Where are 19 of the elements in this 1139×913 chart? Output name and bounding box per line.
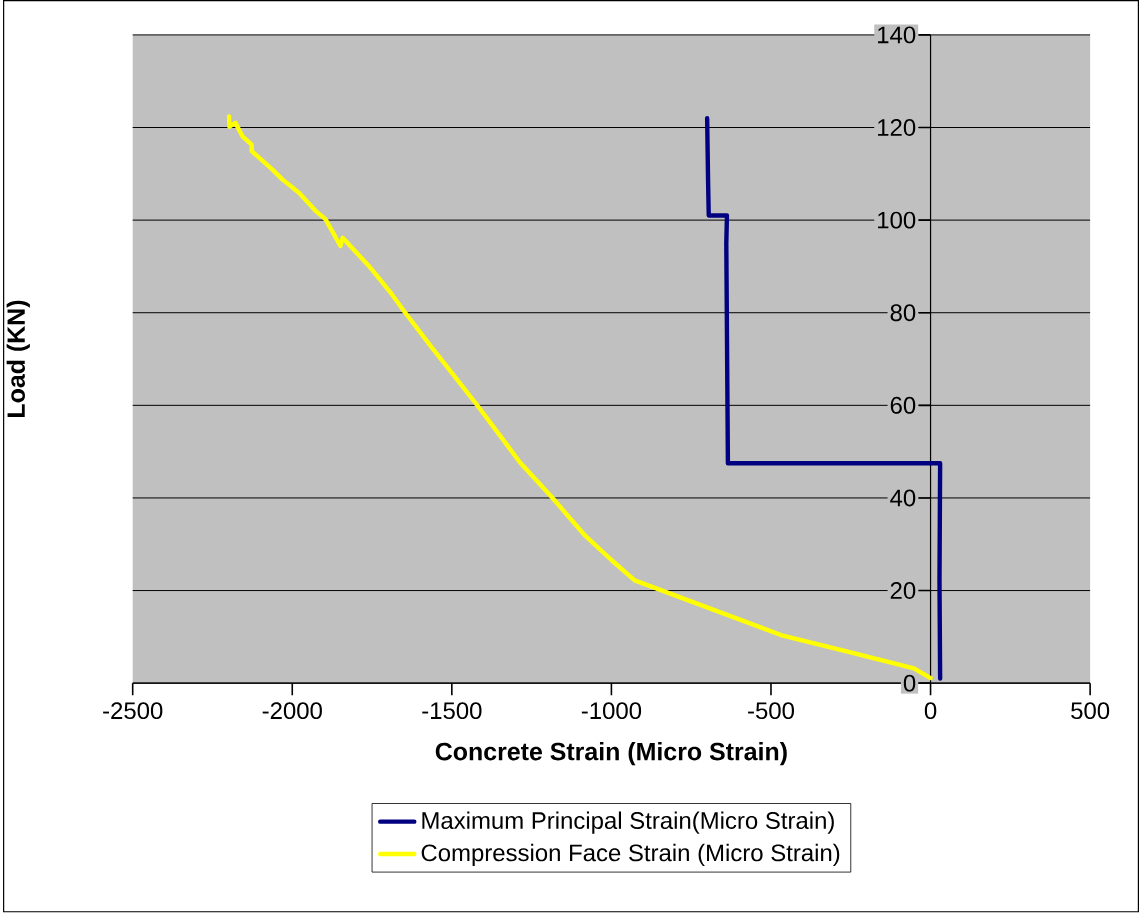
y-tick-label: 100: [878, 211, 916, 229]
x-tick-label: 500: [1071, 702, 1110, 720]
x-tick-label: -2500: [103, 702, 163, 720]
legend-label: Compression Face Strain (Micro Strain): [421, 844, 840, 867]
x-axis-title: Concrete Strain (Micro Strain): [435, 742, 787, 766]
y-axis-title: Load (KN): [6, 300, 30, 418]
y-tick-label: 40: [890, 489, 916, 507]
y-tick-label: 60: [890, 397, 916, 415]
x-tick-label: -1500: [422, 702, 482, 720]
x-tick-label: -500: [748, 702, 794, 720]
y-tick-label: 80: [890, 304, 916, 322]
x-tick-label: -1000: [581, 702, 642, 720]
legend-label: Maximum Principal Strain(Micro Strain): [422, 811, 834, 834]
y-tick-label: 0: [903, 674, 916, 692]
y-tick-label: 140: [878, 26, 916, 44]
y-tick-label: 20: [890, 582, 916, 600]
x-tick-label: -2000: [262, 702, 322, 720]
y-tick-label: 120: [878, 119, 916, 137]
x-tick-label: 0: [924, 702, 937, 720]
